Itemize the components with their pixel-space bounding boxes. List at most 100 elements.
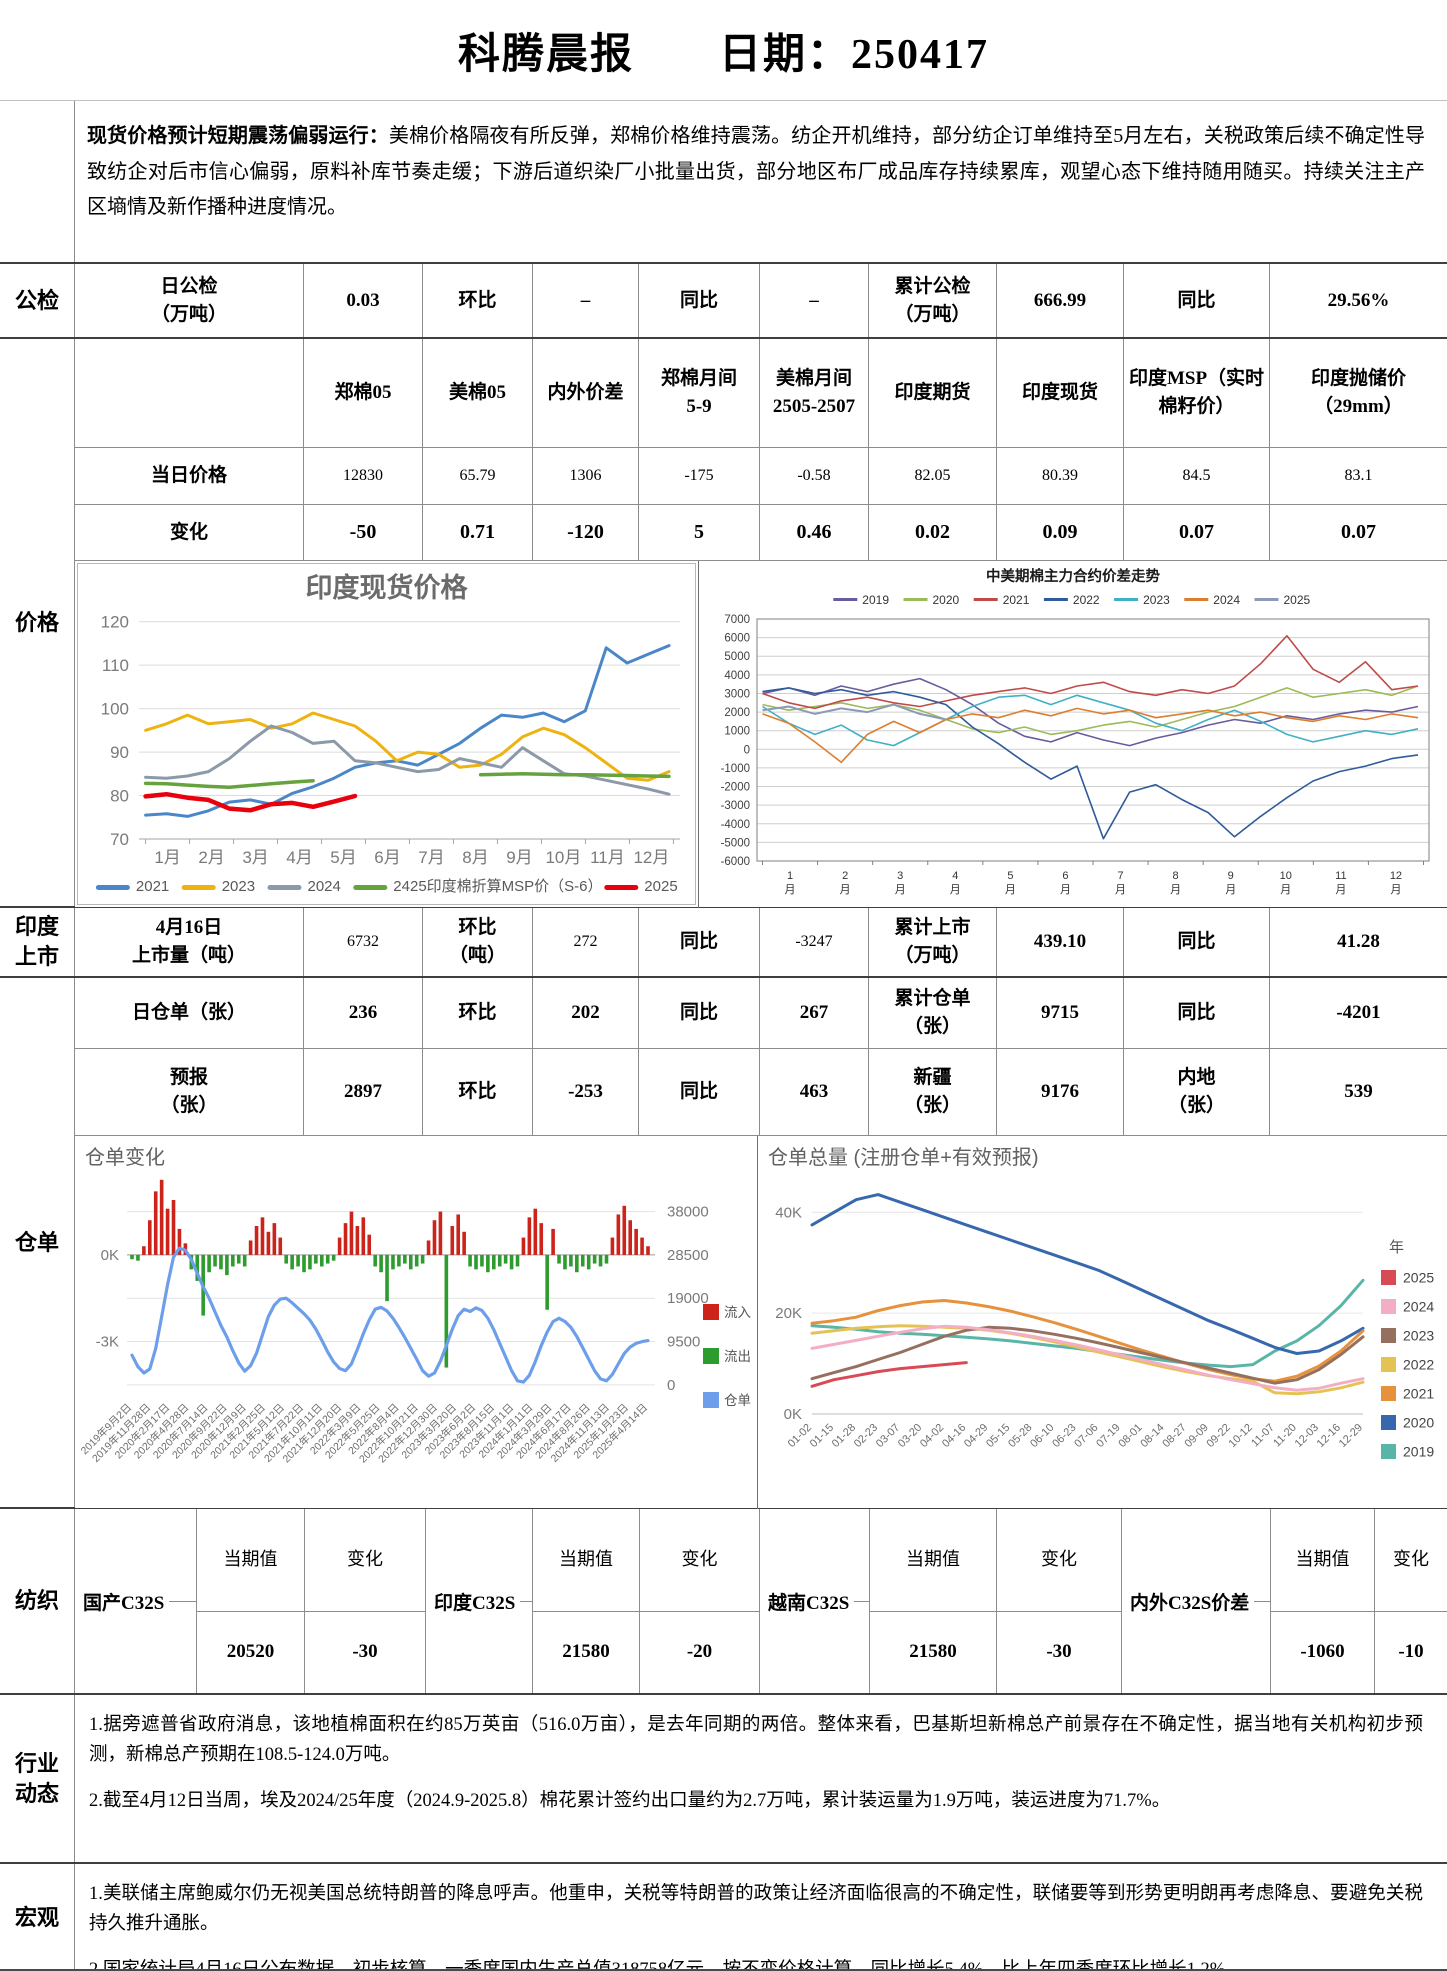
warehouse-receipt-total-chart: 仓单总量 (注册仓单+有效预报) 0K 20K 40K 01-02 01-15 01-28 0…: [758, 1136, 1447, 1508]
section-label-cangdan: 仓单: [0, 978, 75, 1507]
svg-text:80: 80: [110, 787, 129, 806]
title-band: 科腾晨报 日期：250417: [0, 0, 1447, 100]
col-header: 印度现货: [996, 339, 1123, 447]
cell-label: 内地 （张）: [1123, 1049, 1269, 1135]
svg-text:2020: 2020: [1403, 1415, 1434, 1431]
svg-text:28500: 28500: [667, 1247, 709, 1264]
svg-text:08-14: 08-14: [1138, 1422, 1166, 1450]
svg-text:11-20: 11-20: [1271, 1422, 1299, 1450]
svg-text:仓单: 仓单: [724, 1393, 751, 1408]
cell-value: -4201: [1269, 978, 1447, 1048]
cell-value: -30: [304, 1612, 425, 1693]
svg-text:年: 年: [1389, 1239, 1404, 1256]
cell-value: -1060: [1270, 1612, 1374, 1693]
svg-text:2021: 2021: [1003, 593, 1030, 607]
svg-text:2425印度棉折算MSP价（S-6）: 2425印度棉折算MSP价（S-6）: [393, 877, 602, 895]
cell-value: 439.10: [996, 908, 1123, 976]
svg-text:3: 3: [897, 870, 903, 882]
svg-text:月: 月: [1060, 884, 1071, 896]
row-label: 当日价格: [150, 465, 227, 487]
svg-text:20K: 20K: [775, 1305, 802, 1322]
svg-text:5000: 5000: [724, 651, 750, 663]
cell-value: 21580: [869, 1612, 996, 1693]
svg-text:2022: 2022: [1403, 1357, 1434, 1373]
cell-value: 202: [532, 978, 638, 1048]
svg-text:7月: 7月: [418, 848, 444, 867]
group-name: 内外C32S价差: [1121, 1509, 1270, 1693]
cell-value: 0.07: [1269, 505, 1447, 560]
price-charts-row: 印度现货价格 70 80 90 100 110 120 1月 2月 3月 4月 5月 6月 7月 8月 9月 1…: [75, 560, 1447, 908]
col-header: 印度MSP（实时 棉籽价）: [1123, 339, 1269, 447]
cell-value: 2897: [303, 1049, 422, 1135]
cell-value: 0.02: [868, 505, 996, 560]
svg-text:5: 5: [1007, 870, 1013, 882]
svg-text:5月: 5月: [330, 848, 356, 867]
svg-text:流入: 流入: [724, 1305, 752, 1320]
macro-text: 1.美联储主席鲍威尔仍无视美国总统特朗普的降息呼声。他重申，关税等特朗普的政策让…: [75, 1864, 1447, 1969]
cell-value: 20520: [196, 1612, 304, 1693]
section-label-macro: 宏观: [0, 1864, 75, 1969]
svg-text:05-28: 05-28: [1006, 1422, 1034, 1450]
cell-value: 0.46: [759, 505, 868, 560]
col-header: 美棉05: [422, 339, 532, 447]
india-spot-price-chart: 印度现货价格 70 80 90 100 110 120 1月 2月 3月 4月 5月 6月 7月 8月 9月 1…: [75, 561, 698, 907]
cangdan-row1: 日仓单（张） 236 环比 202 同比 267 累计仓单 （张） 9715 同…: [75, 978, 1447, 1048]
svg-text:月: 月: [1115, 884, 1126, 896]
chart-divider: [698, 561, 699, 908]
svg-text:9: 9: [1228, 870, 1234, 882]
cell-label: 累计上市 （万吨）: [868, 908, 996, 976]
col-header: 印度期货: [868, 339, 996, 447]
summary-body: 美棉价格隔夜有所反弹，郑棉价格维持震荡。纺企开机维持，部分纺企订单维持至5月左右…: [87, 125, 1426, 219]
col-header: 郑棉月间 5-9: [638, 339, 759, 447]
svg-text:月: 月: [1390, 884, 1401, 896]
svg-text:2020: 2020: [933, 593, 960, 607]
svg-text:0: 0: [744, 744, 750, 756]
svg-text:01-28: 01-28: [830, 1422, 858, 1450]
svg-text:0K: 0K: [101, 1247, 119, 1264]
industry-item: 1.据旁遮普省政府消息，该地植棉面积在约85万英亩（516.0万亩），是去年同期…: [89, 1715, 1423, 1765]
summary-lead: 现货价格预计短期震荡偏弱运行：: [87, 125, 389, 147]
svg-text:08-27: 08-27: [1160, 1422, 1188, 1450]
svg-text:0K: 0K: [784, 1406, 802, 1423]
svg-text:2021: 2021: [136, 878, 169, 895]
cell-value: 236: [303, 978, 422, 1048]
cell-label: 日公检 （万吨）: [150, 275, 227, 325]
svg-text:2023: 2023: [222, 878, 255, 895]
summary-band: 现货价格预计短期震荡偏弱运行：美棉价格隔夜有所反弹，郑棉价格维持震荡。纺企开机维…: [0, 100, 1447, 262]
svg-text:2024: 2024: [308, 878, 341, 895]
svg-text:100: 100: [101, 700, 129, 719]
svg-text:70: 70: [110, 830, 129, 849]
warehouse-receipt-change-chart: 仓单变化 38000 28500 19000 9500 0 0K -3K 2019年9月2日 20…: [75, 1136, 757, 1508]
cell-label: 同比: [1123, 978, 1269, 1048]
svg-text:10: 10: [1280, 870, 1292, 882]
cell-label: 同比: [638, 908, 759, 976]
svg-text:月: 月: [1170, 884, 1181, 896]
svg-text:08-01: 08-01: [1116, 1422, 1144, 1450]
cell-label: 累计仓单 （张）: [868, 978, 996, 1048]
svg-text:1月: 1月: [154, 848, 180, 867]
svg-text:19000: 19000: [667, 1290, 709, 1307]
cell-value: -50: [303, 505, 422, 560]
col-header: 当期值: [1270, 1509, 1374, 1612]
cell-value: -120: [532, 505, 638, 560]
cell-value: -3247: [759, 908, 868, 976]
svg-text:6月: 6月: [374, 848, 400, 867]
cell-value: 41.28: [1269, 908, 1447, 976]
cell-value: 267: [759, 978, 868, 1048]
svg-text:2025: 2025: [1403, 1270, 1434, 1286]
svg-text:月: 月: [1005, 884, 1016, 896]
industry-text: 1.据旁遮普省政府消息，该地植棉面积在约85万英亩（516.0万亩），是去年同期…: [75, 1695, 1447, 1862]
svg-text:2023: 2023: [1143, 593, 1170, 607]
col-header: 变化: [996, 1509, 1121, 1612]
svg-text:12-29: 12-29: [1337, 1422, 1365, 1450]
svg-text:04-02: 04-02: [918, 1422, 946, 1450]
cell-value: 84.5: [1123, 448, 1269, 504]
cell-value: 0.09: [996, 505, 1123, 560]
cell-label: 环比 （吨）: [422, 908, 532, 976]
macro-band: 宏观 1.美联储主席鲍威尔仍无视美国总统特朗普的降息呼声。他重申，关税等特朗普的…: [0, 1862, 1447, 1969]
cell-label: 日仓单（张）: [131, 1002, 246, 1024]
cell-value: -253: [532, 1049, 638, 1135]
col-header: 当期值: [196, 1509, 304, 1612]
svg-text:10月: 10月: [545, 848, 581, 867]
cell-value: -0.58: [759, 448, 868, 504]
